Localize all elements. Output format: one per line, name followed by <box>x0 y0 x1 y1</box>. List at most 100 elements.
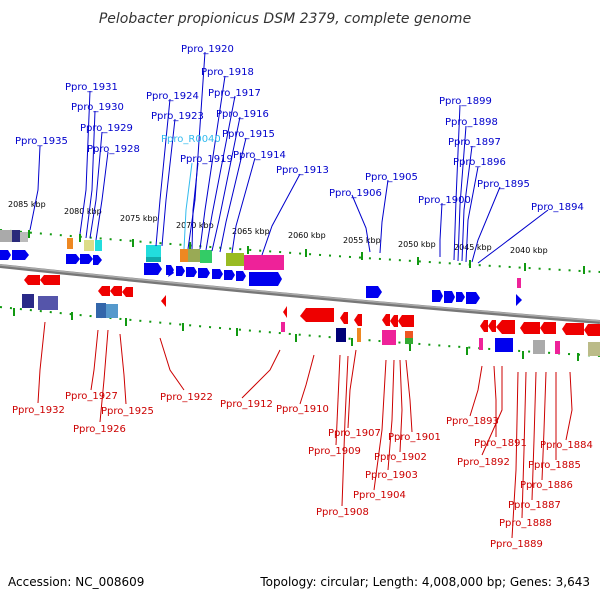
feature-box[interactable] <box>146 257 161 262</box>
gene-label[interactable]: Ppro_1926 <box>73 424 126 435</box>
feature-box[interactable] <box>281 322 285 332</box>
forward-gene[interactable] <box>466 292 480 304</box>
reverse-gene[interactable] <box>520 322 540 334</box>
gene-label[interactable]: Ppro_1886 <box>520 480 573 491</box>
feature-box[interactable] <box>533 340 545 354</box>
forward-gene[interactable] <box>12 250 29 260</box>
feature-box[interactable] <box>67 238 73 249</box>
feature-box[interactable] <box>84 240 94 251</box>
gene-label[interactable]: Ppro_1910 <box>276 404 329 415</box>
reverse-gene[interactable] <box>584 324 600 336</box>
gene-label[interactable]: Ppro_1902 <box>374 452 427 463</box>
feature-box[interactable] <box>226 253 244 266</box>
feature-box[interactable] <box>588 342 600 356</box>
feature-box[interactable] <box>12 230 20 242</box>
forward-gene[interactable] <box>444 291 455 303</box>
feature-box[interactable] <box>405 338 413 344</box>
forward-gene[interactable] <box>249 272 282 286</box>
gene-label[interactable]: Ppro_1909 <box>308 446 361 457</box>
gene-label[interactable]: Ppro_1896 <box>453 157 506 168</box>
forward-gene[interactable] <box>366 286 382 298</box>
feature-box[interactable] <box>106 304 118 318</box>
reverse-gene[interactable] <box>40 275 60 285</box>
forward-gene[interactable] <box>168 268 174 277</box>
gene-label[interactable]: Ppro_1920 <box>181 44 234 55</box>
forward-gene[interactable] <box>432 290 443 302</box>
gene-label[interactable]: Ppro_1892 <box>457 457 510 468</box>
gene-label[interactable]: Ppro_1924 <box>146 91 199 102</box>
forward-gene[interactable] <box>456 292 465 302</box>
reverse-gene[interactable] <box>354 314 362 326</box>
feature-box[interactable] <box>96 303 106 318</box>
reverse-gene[interactable] <box>300 308 334 322</box>
gene-label[interactable]: Ppro_1919 <box>180 154 233 165</box>
gene-label-rna[interactable]: Ppro_R0040 <box>161 134 221 145</box>
reverse-gene[interactable] <box>398 315 414 327</box>
feature-box[interactable] <box>146 245 161 257</box>
gene-label[interactable]: Ppro_1899 <box>439 96 492 107</box>
gene-label[interactable]: Ppro_1912 <box>220 399 273 410</box>
gene-label[interactable]: Ppro_1891 <box>474 438 527 449</box>
gene-label[interactable]: Ppro_1900 <box>418 195 471 206</box>
gene-label[interactable]: Ppro_1885 <box>528 460 581 471</box>
gene-label[interactable]: Ppro_1915 <box>222 129 275 140</box>
feature-box[interactable] <box>188 249 200 262</box>
reverse-gene[interactable] <box>98 286 110 296</box>
reverse-gene[interactable] <box>496 320 515 334</box>
feature-box[interactable] <box>244 255 284 270</box>
gene-label[interactable]: Ppro_1894 <box>531 202 584 213</box>
gene-label[interactable]: Ppro_1908 <box>316 507 369 518</box>
gene-label[interactable]: Ppro_1893 <box>446 416 499 427</box>
forward-gene[interactable] <box>80 254 93 264</box>
gene-label[interactable]: Ppro_1901 <box>388 432 441 443</box>
reverse-gene[interactable] <box>562 323 584 335</box>
forward-gene[interactable] <box>0 250 11 260</box>
gene-label[interactable]: Ppro_1935 <box>15 136 68 147</box>
reverse-gene[interactable] <box>110 286 122 296</box>
forward-gene[interactable] <box>176 266 185 276</box>
gene-label[interactable]: Ppro_1914 <box>233 150 286 161</box>
gene-label[interactable]: Ppro_1932 <box>12 405 65 416</box>
reverse-gene[interactable] <box>540 322 556 334</box>
gene-label[interactable]: Ppro_1895 <box>477 179 530 190</box>
feature-box[interactable] <box>555 341 560 354</box>
reverse-gene[interactable] <box>488 320 496 332</box>
feature-box[interactable] <box>22 294 34 308</box>
gene-label[interactable]: Ppro_1925 <box>101 406 154 417</box>
gene-label[interactable]: Ppro_1923 <box>151 111 204 122</box>
gene-label[interactable]: Ppro_1916 <box>216 109 269 120</box>
feature-box[interactable] <box>38 296 58 310</box>
gene-label[interactable]: Ppro_1907 <box>328 428 381 439</box>
gene-label[interactable]: Ppro_1930 <box>71 102 124 113</box>
forward-gene[interactable] <box>93 255 102 265</box>
forward-gene[interactable] <box>236 271 246 281</box>
feature-box[interactable] <box>336 328 346 342</box>
gene-label[interactable]: Ppro_1928 <box>87 144 140 155</box>
reverse-gene[interactable] <box>161 295 166 307</box>
forward-gene[interactable] <box>66 254 80 264</box>
reverse-gene[interactable] <box>283 306 287 318</box>
feature-box[interactable] <box>357 328 361 342</box>
forward-gene[interactable] <box>198 268 210 278</box>
gene-label[interactable]: Ppro_1906 <box>329 188 382 199</box>
gene-label[interactable]: Ppro_1927 <box>65 391 118 402</box>
gene-label[interactable]: Ppro_1922 <box>160 392 213 403</box>
gene-label[interactable]: Ppro_1913 <box>276 165 329 176</box>
reverse-gene[interactable] <box>480 320 488 332</box>
reverse-gene[interactable] <box>382 314 390 326</box>
gene-label[interactable]: Ppro_1884 <box>540 440 593 451</box>
gene-label[interactable]: Ppro_1897 <box>448 137 501 148</box>
gene-label[interactable]: Ppro_1887 <box>508 500 561 511</box>
feature-box[interactable] <box>495 338 513 352</box>
gene-label[interactable]: Ppro_1917 <box>208 88 261 99</box>
gene-label[interactable]: Ppro_1904 <box>353 490 406 501</box>
feature-box[interactable] <box>200 250 212 263</box>
gene-label[interactable]: Ppro_1929 <box>80 123 133 134</box>
feature-box[interactable] <box>0 230 12 242</box>
gene-label[interactable]: Ppro_1889 <box>490 539 543 550</box>
gene-label[interactable]: Ppro_1918 <box>201 67 254 78</box>
forward-gene[interactable] <box>224 270 235 280</box>
feature-box[interactable] <box>405 331 413 338</box>
forward-gene[interactable] <box>212 269 223 279</box>
gene-label[interactable]: Ppro_1903 <box>365 470 418 481</box>
